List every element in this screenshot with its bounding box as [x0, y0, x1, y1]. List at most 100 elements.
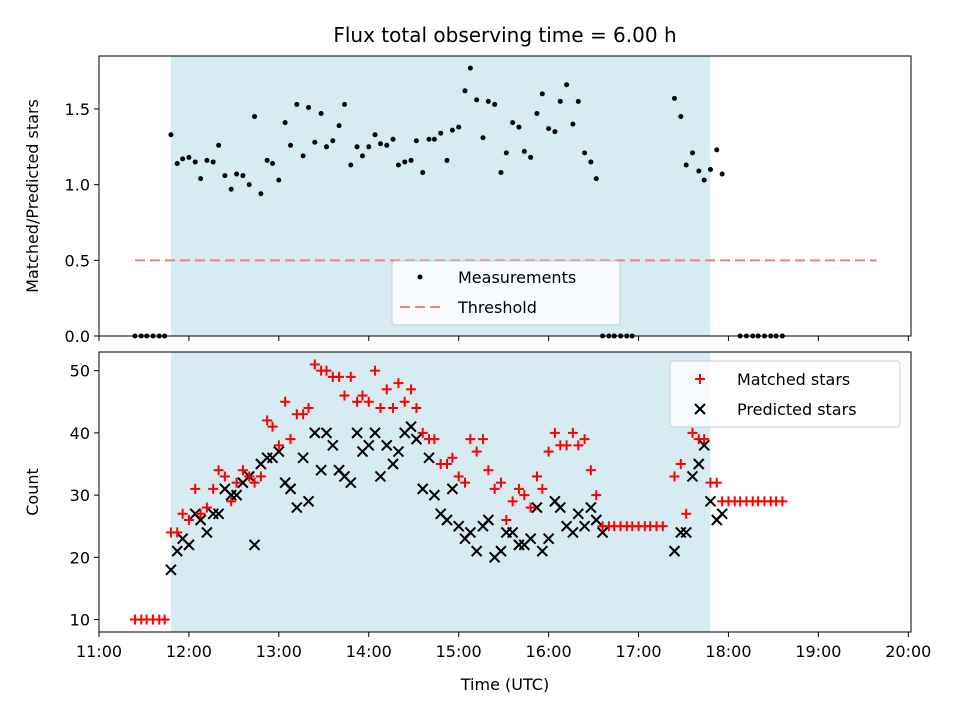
matched-star-point [177, 508, 188, 519]
bottom-observing-span [170, 352, 711, 632]
bottom-legend: Matched stars Predicted stars [669, 360, 901, 428]
matched-star-point [681, 508, 692, 519]
predicted-star-point [680, 526, 692, 539]
measurement-point [498, 170, 504, 176]
measurement-point [246, 182, 252, 188]
measurement-point [516, 124, 522, 130]
top-legend: Measurements Threshold [391, 260, 621, 326]
matched-star-point [531, 471, 542, 482]
measurement-point [395, 162, 401, 168]
measurement-point [701, 177, 707, 183]
measurement-point [222, 173, 228, 179]
matched-star-point [273, 440, 284, 451]
matched-star-point [489, 483, 500, 494]
measurement-point [330, 138, 336, 144]
measurement-point [564, 82, 570, 88]
measurement-point [672, 95, 678, 101]
measurement-point [714, 147, 720, 153]
y-tick-label: 1.0 [65, 176, 90, 195]
measurement-point [552, 129, 558, 135]
predicted-star-point [590, 514, 602, 526]
predicted-star-point [452, 520, 465, 532]
matched-star-point [339, 390, 350, 401]
bottom-plot-frame [98, 351, 912, 633]
measurement-point [707, 167, 713, 173]
matched-star-point [399, 396, 410, 407]
measurement-point [431, 136, 437, 142]
matched-star-point [495, 477, 506, 488]
measurement-point [683, 162, 689, 168]
measurement-point [719, 171, 725, 177]
x-tick-label: 18:00 [705, 642, 751, 661]
matched-star-point [459, 477, 470, 488]
matched-star-point [471, 446, 482, 457]
predicted-star-point [524, 532, 537, 545]
predicted-star-point [351, 427, 363, 439]
measurement-point [689, 150, 695, 156]
measurement-point [492, 101, 498, 107]
matched-star-point [549, 427, 560, 438]
matched-star-point [465, 434, 476, 445]
predicted-star-point [410, 433, 423, 445]
matched-star-point [255, 471, 266, 482]
measurement-point [474, 97, 480, 103]
matched-star-point [237, 465, 248, 476]
measurement-point [444, 157, 450, 163]
matched-star-point [231, 477, 242, 488]
predicted-star-point [387, 458, 399, 470]
legend-threshold-label: Threshold [457, 298, 537, 317]
y-tick-label: 40 [70, 424, 90, 443]
matched-star-point [442, 459, 452, 469]
measurement-point [503, 150, 509, 156]
matched-star-point [777, 496, 788, 507]
x-tick-label: 19:00 [795, 642, 841, 661]
matched-star-point [657, 521, 668, 532]
predicted-star-point [327, 439, 339, 452]
x-tick-label: 11:00 [76, 642, 122, 661]
bottom-axis-ticks: 10 20 30 40 50 11:00 12:00 13:00 14:00 15:00 16:00… [70, 362, 932, 661]
measurement-point [324, 144, 330, 150]
predicted-star-point [273, 445, 285, 458]
measurement-point [408, 157, 414, 163]
matched-star-point [370, 365, 381, 376]
predicted-star-point [392, 445, 405, 458]
matched-star-point [585, 465, 596, 476]
matched-star-point [417, 427, 428, 438]
matched-star-point [183, 515, 194, 525]
measurement-point [294, 101, 300, 107]
measurement-point [510, 120, 516, 126]
measurement-point [372, 132, 378, 138]
predicted-star-point [704, 495, 717, 508]
measurement-point [174, 160, 180, 166]
matched-star-point [375, 403, 386, 413]
matched-star-point [309, 359, 320, 370]
predicted-star-point [374, 470, 387, 483]
matched-star-point [388, 403, 399, 413]
predicted-star-point [495, 545, 507, 557]
measurement-point [582, 150, 588, 156]
matched-star-point [195, 508, 206, 519]
matched-star-point [249, 477, 260, 488]
legend-predicted-label: Predicted stars [737, 400, 857, 419]
measurement-point [318, 111, 324, 117]
matched-star-point [711, 477, 722, 488]
y-tick-label: 30 [70, 486, 90, 505]
matched-star-point [579, 434, 590, 445]
measurement-point [528, 154, 534, 160]
predicted-star-point [201, 526, 213, 539]
measurement-point [539, 91, 545, 97]
matched-star-point [213, 465, 224, 476]
predicted-star-point [417, 483, 429, 495]
matched-star-point [519, 490, 530, 501]
predicted-star-point [194, 514, 207, 526]
measurement-point [575, 98, 581, 104]
predicted-star-point [183, 539, 195, 551]
predicted-star-point [248, 539, 261, 551]
measurement-point [557, 98, 563, 104]
measurement-point [306, 104, 312, 110]
y-tick-label: 10 [70, 611, 90, 630]
matched-star-point [244, 471, 255, 482]
predicted-star-point [381, 439, 393, 452]
measurement-point [570, 121, 576, 127]
matched-star-point [190, 483, 201, 494]
